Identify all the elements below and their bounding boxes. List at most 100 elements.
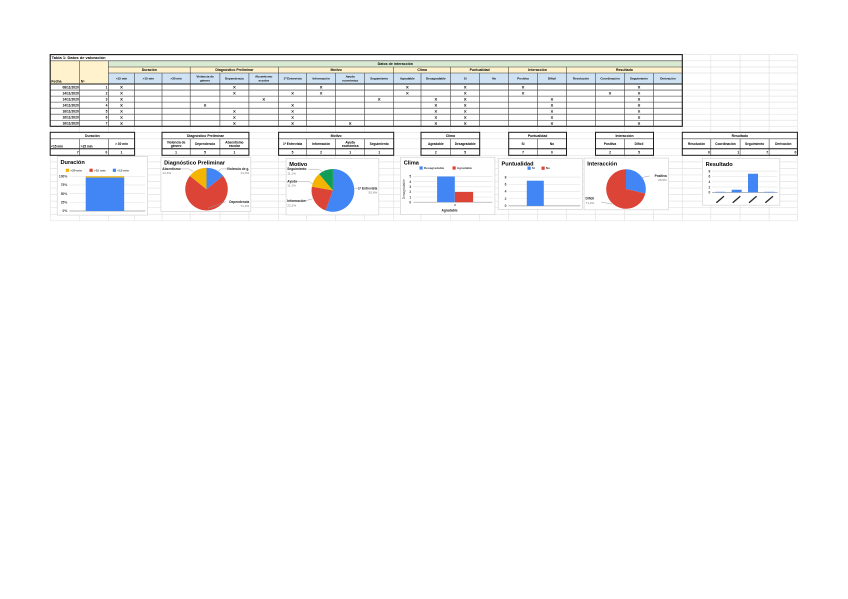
svg-text:8: 8	[505, 175, 507, 179]
svg-text:14,3%: 14,3%	[240, 171, 249, 175]
svg-text:71,4%: 71,4%	[240, 204, 249, 208]
svg-text:71,4%: 71,4%	[586, 201, 595, 205]
svg-text:Sí: Sí	[464, 77, 467, 81]
svg-text:>15 min: >15 min	[143, 77, 154, 81]
svg-text:5: 5	[638, 151, 640, 155]
svg-text:<15 min: <15 min	[117, 168, 129, 172]
svg-text:1: 1	[378, 151, 380, 155]
svg-text:14/11/2020: 14/11/2020	[62, 98, 78, 102]
svg-text:Clima: Clima	[446, 134, 455, 138]
svg-text:Resultado: Resultado	[616, 68, 633, 72]
svg-text:11,1%: 11,1%	[287, 171, 296, 175]
svg-text:Derivación: Derivación	[775, 142, 791, 146]
svg-text:Derivación: Derivación	[660, 77, 676, 81]
svg-text:5: 5	[106, 110, 108, 114]
svg-text:Seguimiento: Seguimiento	[370, 77, 388, 81]
svg-text:Diagnóstico Preliminar: Diagnóstico Preliminar	[164, 161, 226, 167]
svg-text:2: 2	[454, 203, 456, 207]
svg-text:5: 5	[292, 151, 294, 155]
svg-text:Violencia de g.: Violencia de g.	[227, 167, 249, 171]
svg-text:16/11/2020: 16/11/2020	[62, 116, 78, 120]
svg-text:Motivo: Motivo	[331, 134, 342, 138]
svg-text:2: 2	[106, 91, 108, 95]
svg-text:escolar: escolar	[258, 79, 269, 83]
svg-text:Absentismo: Absentismo	[225, 140, 243, 144]
svg-text:Desagradable: Desagradable	[426, 77, 446, 81]
svg-text:28,6%: 28,6%	[658, 178, 667, 182]
svg-text:14/11/2020: 14/11/2020	[62, 104, 78, 108]
svg-text:Violencia de: Violencia de	[167, 140, 186, 144]
svg-text:> 30 min: > 30 min	[115, 142, 128, 146]
svg-text:2: 2	[505, 197, 507, 201]
svg-text:5: 5	[409, 175, 411, 179]
svg-text:16/11/2020: 16/11/2020	[62, 110, 78, 114]
svg-text:Dependencia: Dependencia	[229, 200, 249, 204]
svg-text:16/11/2020: 16/11/2020	[62, 122, 78, 126]
svg-text:Ayuda: Ayuda	[346, 75, 355, 79]
svg-text:económica: económica	[342, 144, 359, 148]
svg-text:Resultado: Resultado	[706, 162, 734, 168]
svg-text:4: 4	[409, 180, 411, 184]
svg-text:Agradable: Agradable	[457, 166, 472, 170]
svg-text:50%: 50%	[61, 192, 68, 196]
svg-text:Duración: Duración	[142, 68, 157, 72]
svg-text:>30 min: >30 min	[70, 168, 82, 172]
svg-text:22,2%: 22,2%	[287, 203, 296, 207]
svg-text:Difícil: Difícil	[548, 77, 556, 81]
svg-text:<15 min: <15 min	[116, 77, 127, 81]
svg-text:Dependencia: Dependencia	[225, 77, 244, 81]
svg-text:1: 1	[106, 85, 108, 89]
svg-text:Ayuda: Ayuda	[287, 179, 297, 183]
svg-text:1ª Entrevista: 1ª Entrevista	[358, 186, 377, 190]
svg-text:14/11/2020: 14/11/2020	[62, 91, 78, 95]
svg-text:>30 min: >30 min	[170, 77, 181, 81]
svg-text:Resultado: Resultado	[732, 134, 748, 138]
svg-text:Interacción: Interacción	[615, 134, 633, 138]
svg-text:Agradable: Agradable	[428, 142, 444, 146]
svg-text:Coordinación: Coordinación	[600, 77, 620, 81]
svg-text:Información: Información	[287, 199, 305, 203]
svg-text:género: género	[171, 144, 182, 148]
svg-text:Sí: Sí	[522, 142, 525, 146]
svg-text:No: No	[550, 142, 554, 146]
svg-text:3: 3	[409, 185, 411, 189]
svg-text:económica: económica	[342, 79, 358, 83]
svg-text:2: 2	[409, 190, 411, 194]
svg-text:>15 min: >15 min	[94, 168, 106, 172]
svg-text:Puntualidad: Puntualidad	[528, 134, 547, 138]
svg-text:1ª Entrevista: 1ª Entrevista	[283, 142, 302, 146]
svg-text:Tabla 1: Datos de valoración: Tabla 1: Datos de valoración	[52, 55, 106, 60]
svg-text:1: 1	[409, 195, 411, 199]
svg-text:7: 7	[766, 151, 768, 155]
svg-text:1: 1	[233, 151, 235, 155]
svg-text:Difícil: Difícil	[635, 142, 644, 146]
svg-text:Motivo: Motivo	[289, 162, 308, 168]
svg-text:Diagnóstico Preliminar: Diagnóstico Preliminar	[187, 134, 225, 138]
svg-text:5: 5	[464, 151, 466, 155]
svg-text:Información: Información	[313, 77, 330, 81]
svg-text:7: 7	[77, 151, 79, 155]
svg-text:Agradable: Agradable	[400, 77, 415, 81]
svg-text:Nº: Nº	[81, 79, 86, 83]
svg-text:7: 7	[106, 122, 108, 126]
svg-text:4: 4	[106, 104, 108, 108]
svg-text:Resolución: Resolución	[573, 77, 589, 81]
svg-text:0: 0	[106, 151, 108, 155]
svg-text:Seguimiento: Seguimiento	[630, 77, 648, 81]
svg-text:1: 1	[175, 151, 177, 155]
svg-text:Puntualidad: Puntualidad	[502, 162, 535, 168]
svg-text:Desagradable: Desagradable	[455, 142, 476, 146]
svg-text:Seguimiento: Seguimiento	[370, 142, 389, 146]
svg-text:1: 1	[737, 151, 739, 155]
svg-text:Diagnóstico Preliminar: Diagnóstico Preliminar	[215, 68, 254, 72]
svg-text:Violencia de: Violencia de	[196, 75, 214, 79]
svg-text:3: 3	[106, 98, 108, 102]
svg-text:género: género	[200, 79, 210, 83]
svg-text:Resolución: Resolución	[688, 142, 705, 146]
svg-text:<15 min: <15 min	[51, 144, 63, 148]
svg-text:2: 2	[709, 185, 711, 189]
svg-text:14,3%: 14,3%	[162, 171, 171, 175]
svg-text:Absentismo: Absentismo	[162, 167, 180, 171]
svg-text:Duración: Duración	[85, 134, 100, 138]
svg-text:Desagradable: Desagradable	[402, 179, 406, 199]
